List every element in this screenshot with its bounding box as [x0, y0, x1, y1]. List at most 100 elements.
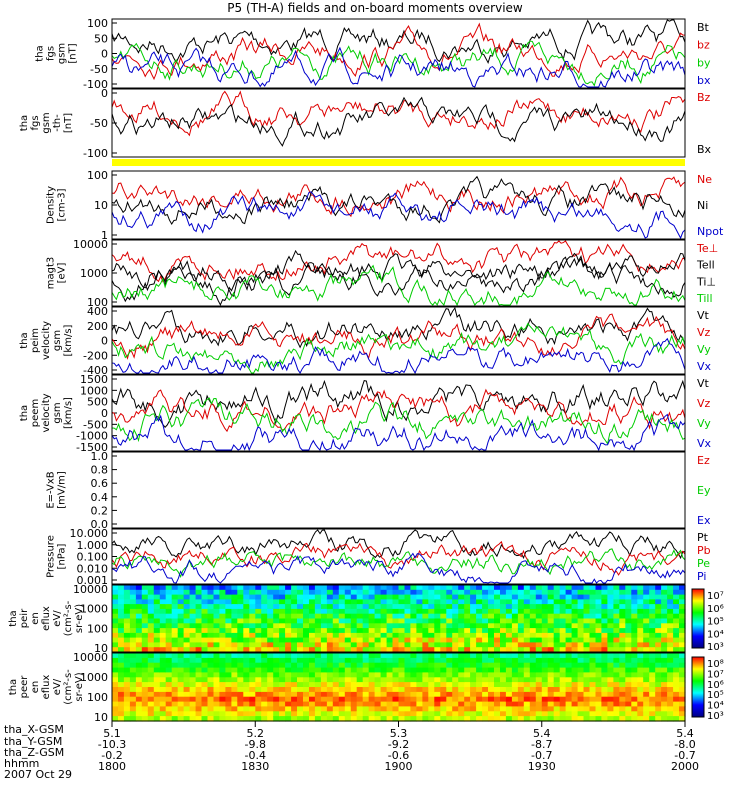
spectrogram-cell	[195, 628, 203, 634]
spectrogram-cell	[416, 599, 423, 605]
spectrogram-cell	[153, 594, 161, 600]
spectrogram-cell	[356, 637, 364, 643]
spectrogram-cell	[452, 632, 459, 639]
spectrogram-cell	[171, 623, 179, 629]
spectrogram-cell	[380, 706, 388, 712]
spectrogram-cell	[589, 701, 597, 708]
spectrogram-cell	[165, 682, 173, 688]
spectrogram-cell	[374, 589, 382, 596]
spectrogram-cell	[434, 585, 441, 591]
spectrogram-cell	[470, 628, 477, 634]
spectrogram-cell	[452, 594, 459, 600]
spectrogram-cell	[619, 667, 626, 674]
spectrogram-cell	[529, 637, 537, 643]
spectrogram-cell	[559, 604, 567, 610]
spectrogram-cell	[356, 696, 364, 703]
spectrogram-cell	[565, 716, 573, 722]
spectrogram-cell	[386, 637, 394, 643]
spectrogram-cell	[541, 642, 549, 648]
spectrogram-cell	[129, 599, 137, 605]
ylabel-line: gsm	[52, 330, 63, 351]
spectrogram-cell	[434, 628, 441, 634]
spectrogram-cell	[571, 672, 579, 678]
panel-frame	[111, 374, 686, 452]
spectrogram-cell	[482, 608, 489, 615]
y-tick-label: -50	[90, 63, 108, 76]
spectrogram-cell	[255, 706, 262, 712]
spectrogram-cell	[320, 604, 328, 610]
spectrogram-cell	[577, 687, 585, 693]
spectrogram-cell	[303, 647, 310, 653]
spectrogram-cell	[237, 608, 244, 615]
spectrogram-cell	[529, 613, 537, 620]
spectrogram-cell	[494, 618, 501, 624]
spectrogram-cell	[326, 613, 334, 620]
spectrogram-cell	[559, 618, 567, 624]
spectrogram-cell	[589, 657, 597, 664]
spectrogram-cell	[368, 682, 376, 688]
spectrogram-cell	[261, 696, 268, 703]
spectrogram-cell	[165, 594, 173, 600]
spectrogram-cell	[147, 618, 155, 624]
spectrogram-cell	[667, 706, 674, 712]
spectrogram-cell	[243, 657, 250, 664]
spectrogram-cell	[535, 672, 543, 678]
spectrogram-cell	[219, 623, 226, 629]
spectrogram-cell	[494, 687, 501, 693]
spectrogram-cell	[362, 662, 370, 669]
spectrogram-cell	[261, 585, 268, 591]
spectrogram-cell	[553, 628, 561, 634]
spectrogram-cell	[673, 711, 680, 717]
spectrogram-cell	[619, 623, 626, 629]
spectrogram-cell	[523, 632, 531, 639]
spectrogram-cell	[488, 662, 495, 669]
spectrogram-cell	[667, 691, 674, 698]
spectrogram-cell	[285, 608, 292, 615]
y-tick-label: 500	[87, 396, 108, 409]
spectrogram-cell	[237, 677, 244, 683]
spectrogram-cell	[344, 716, 352, 722]
spectrogram-cell	[177, 608, 185, 615]
spectrogram-cell	[195, 618, 203, 624]
spectrogram-cell	[183, 711, 191, 717]
spectrogram-cell	[243, 608, 250, 615]
spectrogram-cell	[267, 662, 274, 669]
spectrogram-cell	[189, 618, 197, 624]
spectrogram-cell	[440, 647, 447, 653]
spectrogram-cell	[141, 642, 149, 648]
spectrogram-cell	[219, 585, 226, 591]
spectrogram-cell	[326, 706, 334, 712]
spectrogram-cell	[482, 701, 489, 708]
spectrogram-cell	[309, 667, 316, 674]
spectrogram-cell	[314, 589, 322, 596]
spectrogram-cell	[476, 594, 483, 600]
spectrogram-cell	[553, 696, 561, 703]
spectrogram-cell	[303, 585, 310, 591]
spectrogram-cell	[452, 642, 459, 648]
spectrogram-cell	[356, 706, 364, 712]
spectrogram-cell	[500, 594, 507, 600]
spectrogram-cell	[326, 691, 334, 698]
spectrogram-cell	[225, 672, 232, 678]
spectrogram-cell	[511, 706, 519, 712]
spectrogram-cell	[237, 682, 244, 688]
spectrogram-cell	[219, 647, 226, 653]
spectrogram-cell	[565, 608, 573, 615]
spectrogram-cell	[541, 687, 549, 693]
spectrogram-cell	[153, 618, 161, 624]
spectrogram-cell	[452, 657, 459, 664]
spectrogram-cell	[583, 594, 591, 600]
spectrogram-cell	[118, 623, 125, 629]
spectrogram-cell	[374, 632, 382, 639]
spectrogram-cell	[123, 585, 131, 591]
spectrogram-cell	[607, 599, 614, 605]
spectrogram-cell	[207, 604, 215, 610]
spectrogram-cell	[261, 687, 268, 693]
ylabel-line: [cm-3]	[57, 188, 68, 221]
spectrogram-cell	[398, 716, 406, 722]
spectrogram-cell	[219, 716, 226, 722]
spectrogram-cell	[267, 623, 274, 629]
spectrogram-cell	[392, 589, 400, 596]
spectrogram-cell	[374, 657, 382, 664]
spectrogram-cell	[249, 594, 256, 600]
